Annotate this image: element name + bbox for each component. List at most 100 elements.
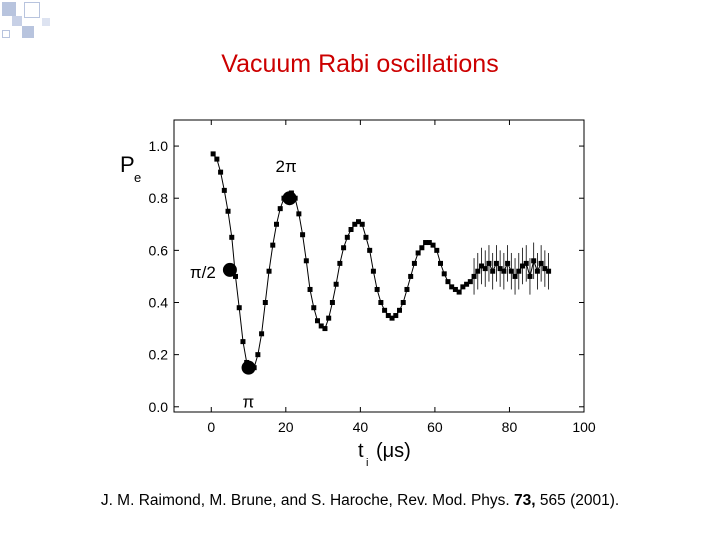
data-point — [531, 258, 537, 264]
data-point — [408, 273, 414, 279]
data-point — [467, 279, 473, 285]
data-point — [452, 286, 458, 292]
data-point — [277, 206, 283, 212]
data-point — [370, 268, 376, 274]
x-tick-label: 80 — [502, 419, 518, 435]
citation-suffix: 565 (2001). — [535, 492, 620, 509]
highlighted-point-label: π/2 — [190, 263, 216, 282]
data-point — [542, 266, 548, 272]
highlighted-point — [282, 191, 297, 206]
data-point — [512, 273, 518, 279]
data-point — [311, 305, 317, 311]
data-point — [430, 242, 436, 248]
data-point — [367, 247, 373, 253]
data-point — [438, 260, 443, 266]
data-point — [262, 300, 268, 305]
data-point — [303, 258, 309, 264]
data-point — [221, 187, 227, 193]
data-point — [341, 245, 347, 251]
data-point — [523, 260, 529, 266]
highlighted-point — [241, 360, 256, 375]
data-point — [374, 286, 380, 292]
x-axis-label: t — [358, 440, 364, 462]
x-axis-label-subscript: i — [366, 457, 368, 469]
data-point — [534, 268, 540, 274]
corner-decoration — [0, 0, 60, 50]
data-point — [404, 286, 410, 292]
y-tick-label: 0.4 — [149, 295, 169, 311]
data-point — [482, 266, 488, 272]
data-point — [333, 281, 339, 287]
data-point — [359, 221, 365, 227]
data-point — [300, 232, 306, 238]
data-point — [225, 208, 231, 214]
citation-volume: 73, — [514, 492, 536, 509]
data-point — [501, 268, 507, 274]
data-point — [508, 268, 514, 274]
data-point — [389, 315, 395, 321]
data-point — [318, 323, 324, 329]
x-tick-label: 60 — [427, 419, 443, 435]
highlighted-point — [222, 262, 237, 277]
data-point — [363, 234, 369, 240]
data-point — [210, 151, 216, 157]
data-point — [270, 242, 276, 248]
data-point — [415, 250, 421, 256]
data-point — [385, 313, 391, 319]
highlighted-point-label: 2π — [276, 157, 297, 176]
data-point — [397, 307, 402, 313]
data-point — [352, 221, 358, 227]
y-axis-label-subscript: e — [134, 170, 141, 185]
data-point — [456, 289, 462, 295]
data-point — [315, 318, 320, 324]
x-tick-label: 100 — [572, 419, 596, 435]
data-point — [348, 227, 354, 232]
y-tick-label: 0.8 — [149, 190, 169, 206]
data-point — [460, 284, 466, 290]
y-tick-label: 1.0 — [149, 138, 169, 154]
y-tick-label: 0.2 — [149, 347, 169, 363]
data-point — [520, 263, 525, 269]
data-point — [356, 219, 361, 225]
data-point — [382, 307, 388, 313]
data-point — [411, 260, 417, 266]
data-point — [538, 260, 544, 266]
data-point — [218, 169, 224, 175]
data-point — [255, 352, 261, 358]
data-point — [516, 268, 522, 274]
data-point — [449, 284, 455, 290]
y-tick-label: 0.0 — [149, 399, 169, 415]
data-point — [240, 339, 246, 345]
data-point — [505, 260, 511, 266]
data-point — [490, 268, 496, 274]
data-point — [546, 268, 552, 274]
y-axis-label: P — [120, 152, 135, 177]
data-point — [337, 260, 343, 266]
data-point — [326, 315, 332, 321]
data-point — [400, 300, 406, 305]
data-point — [259, 331, 265, 337]
data-point — [497, 266, 503, 272]
data-point — [426, 240, 432, 246]
data-point — [344, 234, 350, 240]
data-point — [479, 263, 484, 269]
x-tick-label: 20 — [278, 419, 294, 435]
data-point — [464, 281, 470, 287]
data-point — [471, 273, 477, 279]
data-point — [475, 268, 481, 274]
data-point — [329, 300, 335, 305]
data-point — [233, 273, 238, 279]
plot-frame — [173, 119, 585, 413]
data-point — [486, 260, 492, 266]
x-tick-label: 40 — [353, 419, 369, 435]
data-point — [441, 271, 447, 277]
data-point — [229, 234, 235, 240]
data-point — [214, 156, 220, 162]
highlighted-point-label: π — [243, 393, 255, 412]
data-point — [236, 305, 242, 311]
citation-prefix: J. M. Raimond, M. Brune, and S. Haroche,… — [100, 492, 515, 509]
data-point — [307, 286, 313, 292]
data-point — [378, 300, 384, 305]
data-point — [527, 273, 533, 279]
